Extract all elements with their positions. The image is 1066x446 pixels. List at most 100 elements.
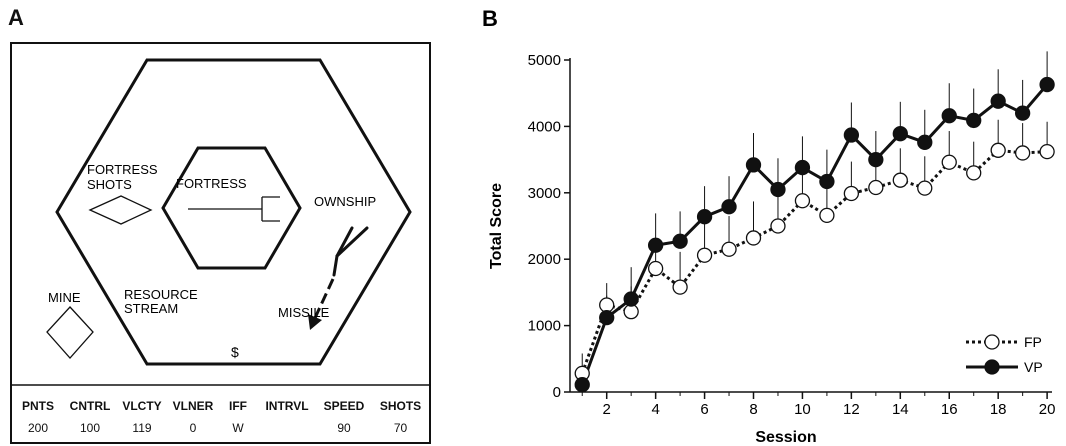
- score-bar-values: 200 100 119 0 W 90 70: [12, 417, 429, 439]
- game-screen-frame: [10, 42, 431, 444]
- x-tick-label: 20: [1039, 401, 1056, 418]
- mine-icon: [46, 306, 94, 359]
- data-point-VP: [1014, 105, 1031, 121]
- y-tick-label: 5000: [528, 52, 561, 69]
- y-axis-label: Total Score: [488, 183, 505, 269]
- score-value: 119: [132, 421, 152, 435]
- data-point-FP: [917, 180, 933, 196]
- data-point-VP: [599, 309, 615, 326]
- series-line-VP: [580, 83, 1049, 386]
- data-point-FP: [1039, 143, 1055, 160]
- data-point-VP: [745, 157, 762, 173]
- data-point-FP: [941, 154, 957, 170]
- x-tick-label: 6: [700, 401, 708, 418]
- score-header: INTRVL: [265, 399, 309, 413]
- data-point-FP: [599, 297, 615, 313]
- data-point-FP: [672, 279, 688, 295]
- data-point-VP: [1039, 76, 1055, 93]
- legend-marker-VP: [984, 359, 1000, 375]
- x-tick-label: 18: [990, 401, 1007, 418]
- game-screen-diagram: FORTRESS FORTRESS SHOTS OWNSHIP MISSILE …: [10, 58, 431, 386]
- y-tick-label: 2000: [528, 251, 561, 268]
- score-value: 100: [79, 421, 101, 435]
- score-header: CNTRL: [69, 399, 111, 413]
- data-point-FP: [843, 185, 860, 202]
- data-point-FP: [745, 230, 762, 246]
- legend-label-VP: VP: [1024, 359, 1043, 375]
- resource-symbol: $: [231, 344, 239, 360]
- data-point-VP: [647, 237, 664, 253]
- x-tick-label: 4: [651, 401, 659, 418]
- chart-axes: 0 1000 2000 3000 4000 5000 2 4 6 8 10 12 14 16 18 20: [528, 52, 1056, 418]
- score-value: 90: [337, 421, 351, 435]
- x-tick-label: 2: [603, 401, 611, 418]
- data-point-VP: [892, 126, 908, 142]
- x-tick-label: 14: [892, 401, 909, 418]
- score-value: W: [232, 421, 244, 435]
- data-point-VP: [941, 108, 957, 124]
- data-point-VP: [966, 112, 982, 129]
- fortress-shot-icon: [88, 195, 153, 225]
- score-value: 0: [189, 421, 197, 435]
- score-value: 200: [27, 421, 49, 435]
- data-point-FP: [819, 207, 835, 224]
- y-tick-label: 0: [553, 384, 561, 401]
- score-header: SPEED: [323, 399, 365, 413]
- ownship-label: OWNSHIP: [314, 194, 376, 209]
- data-point-FP: [1014, 145, 1031, 161]
- panel-a-letter: A: [8, 5, 24, 30]
- data-point-FP: [892, 172, 908, 188]
- x-tick-label: 10: [794, 401, 811, 418]
- data-point-VP: [843, 127, 860, 143]
- data-point-VP: [770, 181, 786, 198]
- score-header: VLNER: [172, 399, 214, 413]
- series-markers: [574, 76, 1055, 393]
- missile-label: MISSILE: [278, 305, 330, 320]
- score-value: 70: [393, 421, 408, 435]
- data-point-FP: [623, 304, 639, 320]
- ownship-icon: [332, 226, 369, 277]
- y-tick-label: 3000: [528, 185, 561, 202]
- x-tick-label: 12: [843, 401, 860, 418]
- data-point-FP: [696, 247, 713, 263]
- score-header: IFF: [229, 399, 247, 413]
- score-bar: PNTS CNTRL VLCTY VLNER IFF INTRVL SPEED …: [12, 395, 429, 439]
- data-point-FP: [990, 142, 1006, 158]
- score-header: SHOTS: [379, 399, 422, 413]
- data-point-VP: [574, 377, 590, 393]
- resource-stream-label-line1: RESOURCE: [124, 287, 198, 302]
- y-tick-label: 4000: [528, 118, 561, 135]
- score-header: VLCTY: [122, 399, 162, 413]
- legend-label-FP: FP: [1024, 334, 1042, 350]
- legend-marker-FP: [984, 334, 1000, 350]
- outer-hexagon: [55, 58, 412, 366]
- data-point-FP: [770, 218, 786, 234]
- x-tick-label: 16: [941, 401, 958, 418]
- data-point-FP: [966, 165, 982, 181]
- series-lines: [580, 83, 1049, 386]
- data-point-VP: [623, 291, 639, 307]
- y-tick-label: 1000: [528, 318, 561, 335]
- data-point-FP: [868, 179, 884, 196]
- score-bar-headers: PNTS CNTRL VLCTY VLNER IFF INTRVL SPEED …: [12, 395, 429, 417]
- data-point-VP: [672, 233, 688, 249]
- data-point-VP: [917, 134, 933, 150]
- fortress-shots-label-line2: SHOTS: [87, 177, 132, 192]
- mine-label: MINE: [48, 290, 81, 305]
- fortress-label: FORTRESS: [176, 176, 247, 191]
- data-point-VP: [819, 173, 835, 190]
- score-header: PNTS: [21, 399, 54, 413]
- data-point-VP: [794, 159, 811, 176]
- data-point-VP: [990, 93, 1006, 109]
- data-point-VP: [721, 199, 737, 215]
- fortress-hexagon: [161, 146, 302, 270]
- data-point-FP: [647, 260, 664, 277]
- fortress-shots-label-line1: FORTRESS: [87, 162, 158, 177]
- error-bars: [581, 51, 1048, 385]
- resource-stream-label-line2: STREAM: [124, 301, 178, 316]
- missile-icon: [308, 278, 335, 330]
- chart-legend: FP VP: [966, 334, 1043, 375]
- data-point-VP: [868, 151, 884, 168]
- data-point-VP: [696, 209, 713, 225]
